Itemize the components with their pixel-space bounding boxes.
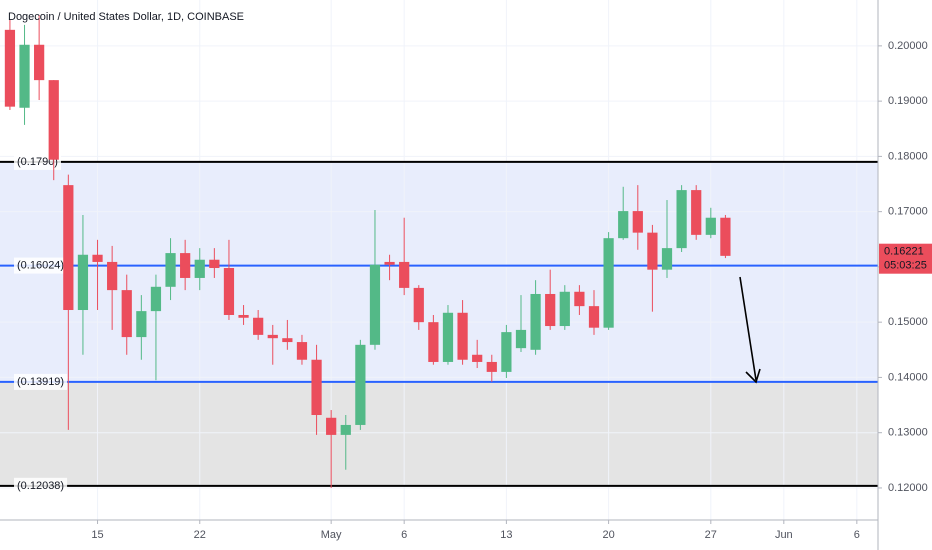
level-label-bg (14, 373, 68, 390)
candle-body (545, 293, 556, 327)
candle-body (223, 268, 235, 315)
candle-body (559, 291, 570, 327)
candle-body (77, 254, 89, 311)
candle-body (92, 254, 103, 262)
candles (4, 14, 731, 488)
candle-body (121, 290, 132, 338)
candle-body (340, 424, 351, 435)
level-label: (0.12038) (17, 480, 64, 492)
candle-body (267, 334, 278, 339)
candle-body (647, 232, 658, 270)
level-label-bg (14, 477, 68, 494)
candle-body (282, 338, 293, 343)
candle-body (530, 293, 541, 350)
level-label: (0.16024) (17, 259, 64, 271)
axes: 0.120000.130000.140000.150000.160000.170… (91, 40, 932, 541)
y-tick-label: 0.13000 (888, 427, 928, 439)
candle-body (180, 253, 191, 278)
x-tick-label: 15 (91, 529, 103, 541)
candle-body (63, 185, 74, 311)
y-tick-label: 0.18000 (888, 150, 928, 162)
candle-body (355, 344, 366, 425)
y-tick-label: 0.15000 (888, 316, 928, 328)
candle-body (691, 190, 702, 235)
level-label: (0.1790) (17, 156, 58, 168)
candle-body (442, 312, 454, 362)
candle-body (603, 238, 614, 328)
candle-body (705, 217, 716, 235)
candle-body (486, 361, 497, 372)
candle-body (296, 342, 308, 360)
annotation-arrow (739, 276, 761, 384)
zones (0, 161, 878, 486)
candle-body (34, 44, 45, 81)
candle-body (472, 354, 483, 362)
candle-body (588, 306, 600, 328)
candle-body (194, 259, 205, 278)
arrow-shaft (739, 276, 757, 381)
candle-body (618, 211, 629, 239)
candle-body (48, 80, 59, 160)
candle-body (4, 29, 16, 107)
level-label: (0.13919) (17, 376, 64, 388)
candle-body (501, 332, 512, 372)
candle-body (238, 314, 249, 318)
y-tick-label: 0.12000 (888, 482, 928, 494)
x-tick-label: 27 (705, 529, 717, 541)
candle-body (457, 312, 468, 360)
grid (0, 0, 878, 520)
last-price-label: 0.16221 (884, 246, 924, 258)
price-axis-bg (878, 0, 932, 550)
chart-title: Dogecoin / United States Dollar, 1D, COI… (8, 11, 244, 23)
x-tick-label: 13 (500, 529, 512, 541)
x-tick-label: May (321, 529, 342, 541)
candle-body (369, 264, 381, 345)
candle-body (676, 190, 687, 249)
last-price-box (879, 243, 932, 274)
time-axis-bg (0, 520, 878, 550)
candle-body (209, 259, 220, 269)
candle-body (253, 317, 264, 335)
x-tick-label: Jun (775, 529, 793, 541)
x-tick-label: 20 (602, 529, 614, 541)
level-label-bg (14, 257, 68, 274)
y-tick-label: 0.19000 (888, 95, 928, 107)
x-tick-label: 6 (401, 529, 407, 541)
zone (0, 161, 878, 266)
x-tick-label: 22 (194, 529, 206, 541)
zone (0, 381, 878, 486)
candle-body (399, 261, 410, 288)
candle-body (136, 311, 147, 338)
candle-body (384, 261, 395, 265)
candle-body (720, 217, 731, 256)
candle-body (150, 286, 162, 312)
candle-body (515, 329, 527, 349)
candle-body (661, 248, 673, 270)
y-tick-label: 0.20000 (888, 40, 928, 52)
candle-body (311, 359, 322, 416)
countdown-label: 05:03:25 (884, 260, 927, 272)
x-tick-label: 6 (854, 529, 860, 541)
candle-body (428, 322, 439, 362)
candle-body (165, 253, 176, 287)
candle-body (326, 417, 337, 435)
arrow-head (745, 368, 761, 384)
y-tick-label: 0.14000 (888, 371, 928, 383)
candle-body (632, 211, 643, 233)
candle-body (413, 287, 424, 323)
y-tick-label: 0.17000 (888, 206, 928, 218)
candle-body (107, 261, 118, 291)
candle-body (19, 44, 30, 108)
candle-body (574, 291, 585, 307)
